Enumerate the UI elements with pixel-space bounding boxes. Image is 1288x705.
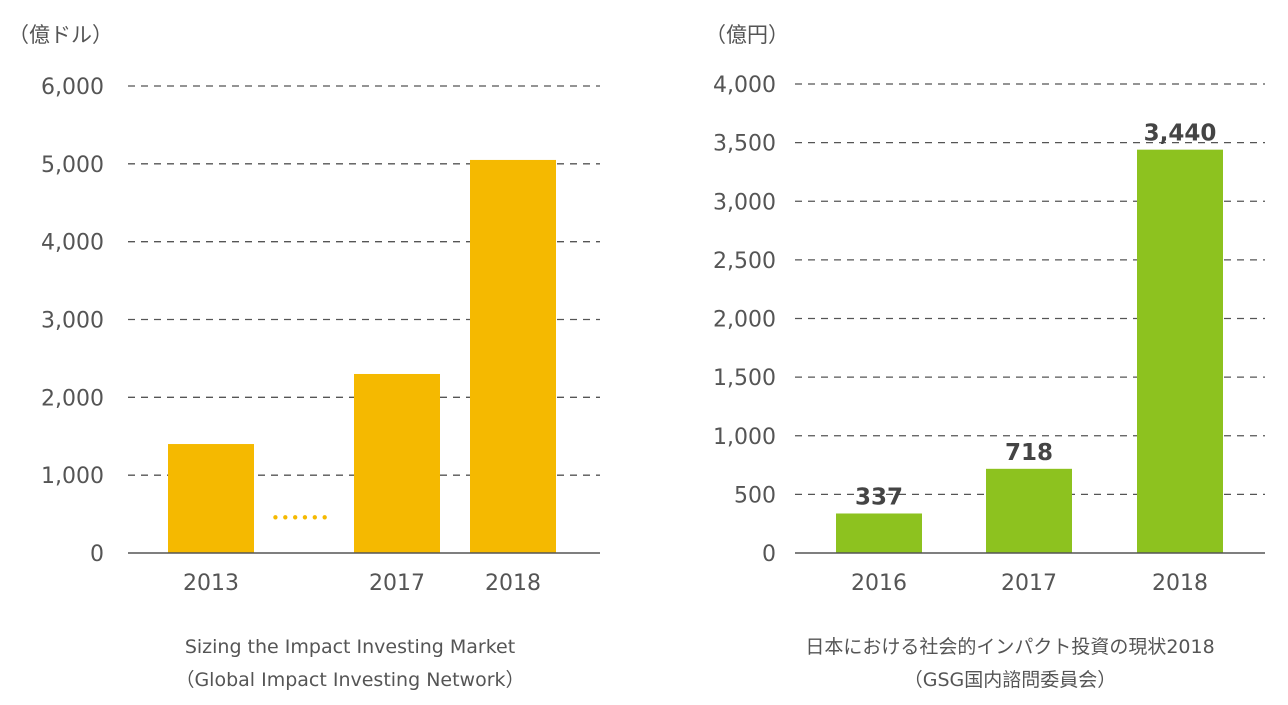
x-tick-label: 2016 [851,571,907,596]
bar-2016 [836,513,922,553]
bar-2013 [168,444,254,553]
caption-left-line2: （Global Impact Investing Network） [175,669,525,691]
y-tick-label: 3,500 [713,132,776,157]
caption-left: Sizing the Impact Investing Market （Glob… [80,631,620,697]
y-tick-label: 3,000 [713,190,776,215]
caption-left-line1: Sizing the Impact Investing Market [184,636,516,658]
y-tick-label: 500 [734,483,776,508]
y-tick-label: 2,500 [713,249,776,274]
y-tick-label: 1,000 [713,425,776,450]
y-tick-label: 1,000 [41,464,104,489]
y-tick-label: 1,500 [713,366,776,391]
y-tick-label: 5,000 [41,153,104,178]
y-tick-label: 0 [762,542,776,567]
caption-right: 日本における社会的インパクト投資の現状2018 （GSG国内諮問委員会） [740,631,1280,697]
bar-2017 [354,373,440,553]
unit-label: （億円） [705,23,789,47]
y-tick-label: 2,000 [713,308,776,333]
y-tick-label: 4,000 [41,231,104,256]
data-label: 718 [1005,440,1053,466]
caption-right-line2: （GSG国内諮問委員会） [903,669,1117,691]
x-tick-label: 2013 [183,571,239,596]
y-tick-label: 6,000 [41,75,104,100]
data-label: 337 [855,484,903,510]
y-tick-label: 2,000 [41,386,104,411]
chart-japan-impact-investing: （億円） 0 500 1,000 1,500 2,000 2,500 3,000 3,500 4,… [705,23,1265,596]
data-label: 3,440 [1144,121,1217,147]
bar-2018 [1137,149,1223,553]
x-tick-label: 2017 [1001,571,1057,596]
bar-2018 [470,159,556,554]
y-tick-label: 3,000 [41,309,104,334]
chart-global-impact-investing: （億ドル） 0 1,000 2,000 3,000 4,000 5,000 6,000 2013… [8,23,600,596]
y-tick-label: 4,000 [713,73,776,98]
x-tick-label: 2018 [1152,571,1208,596]
axis-break-dots: •••••• [271,509,330,527]
bar-2017 [986,468,1072,553]
x-tick-label: 2018 [485,571,541,596]
caption-right-line1: 日本における社会的インパクト投資の現状2018 [805,636,1215,658]
unit-label: （億ドル） [8,23,113,47]
y-tick-label: 0 [90,542,104,567]
x-tick-label: 2017 [369,571,425,596]
